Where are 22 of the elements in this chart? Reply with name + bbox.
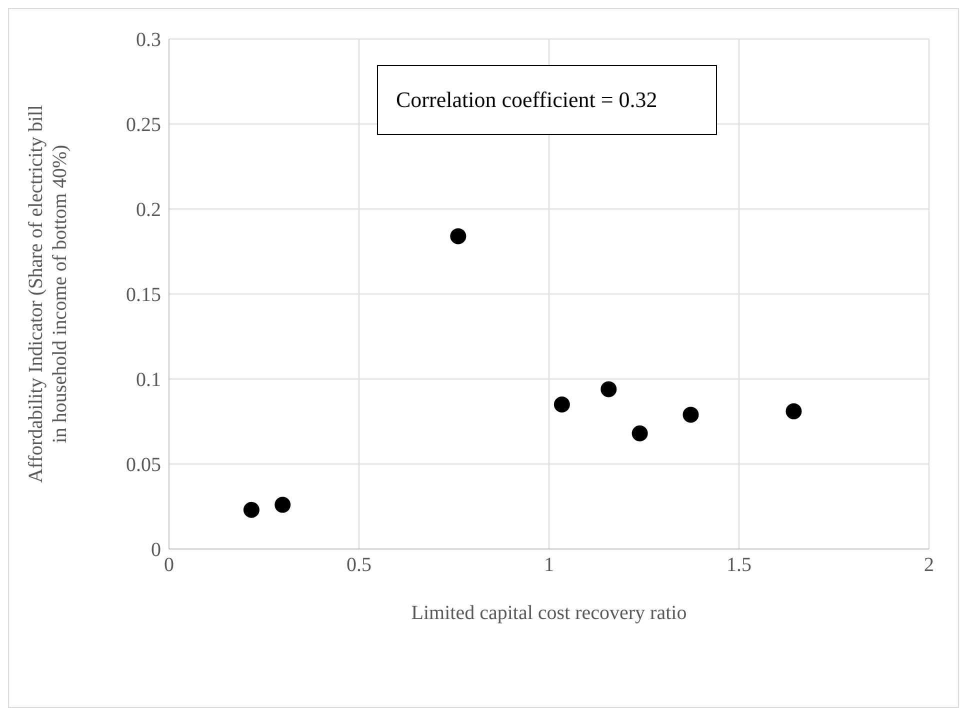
y-tick-label: 0.2	[136, 199, 161, 222]
point	[243, 502, 260, 518]
y-tick-label: 0.3	[136, 29, 161, 52]
x-tick-label: 0.5	[346, 554, 372, 576]
x-tick-label: 2	[924, 554, 934, 576]
point	[274, 496, 291, 513]
point	[600, 381, 617, 398]
y-tick-label: 0	[151, 539, 161, 562]
point	[450, 228, 466, 244]
y-tick-label: 0.1	[136, 369, 161, 392]
point	[632, 425, 648, 442]
point	[682, 406, 699, 423]
y-axis-title: Affordability Indicator (Share of electricity bill in household income of bottom 40%)	[25, 104, 71, 483]
x-tick-label: 1	[544, 554, 554, 576]
x-tick-label: 1.5	[726, 554, 752, 576]
point	[554, 396, 570, 412]
y-tick-label: 0.15	[126, 284, 161, 306]
text-box: Correlation coefficient = 0.32	[377, 65, 717, 135]
x-axis-title: Limited capital cost recovery ratio	[411, 602, 687, 624]
y-tick-label: 0.25	[126, 114, 161, 136]
y-tick-label: 0.05	[126, 454, 161, 476]
point	[786, 403, 802, 420]
